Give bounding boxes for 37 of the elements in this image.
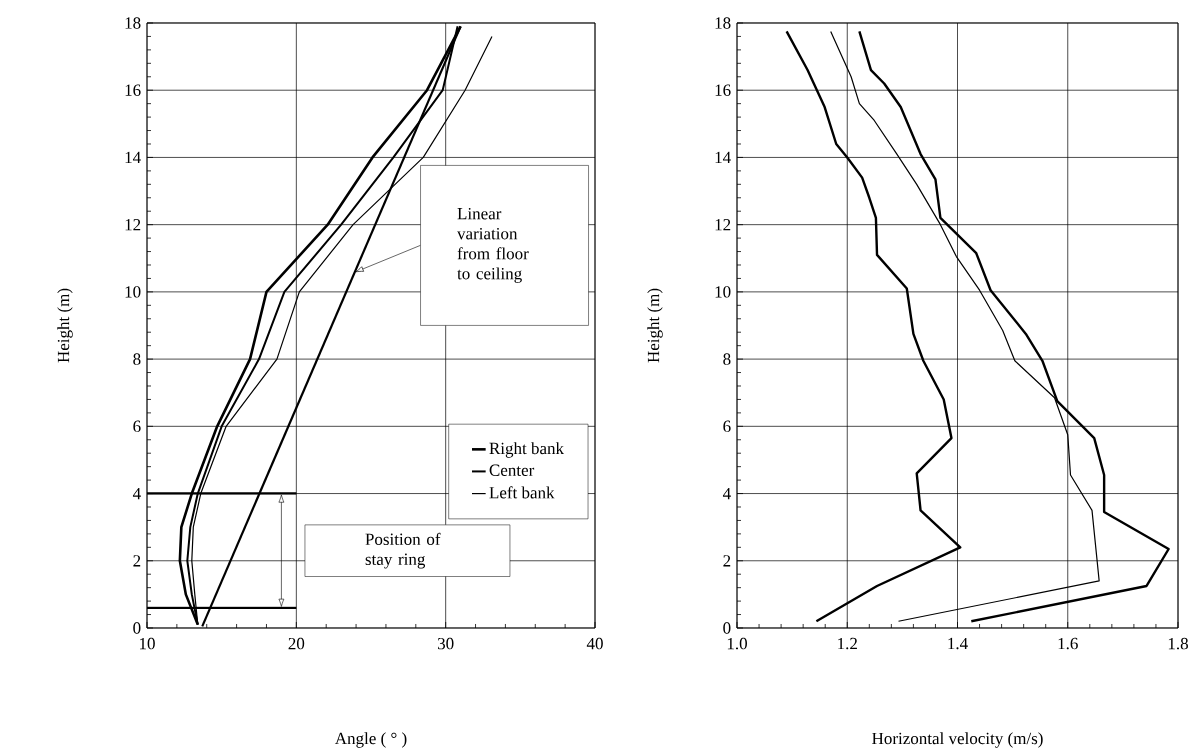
y-tick-label: 16: [125, 84, 141, 96]
y-tick-label: 4: [132, 487, 141, 499]
y-tick-label: 12: [715, 218, 731, 231]
y-axis-title: Height (m): [57, 288, 73, 363]
y-tick-label: 12: [125, 218, 141, 231]
y-tick-label: 10: [715, 285, 731, 298]
x-axis-title: Horizontal velocity (m/s): [872, 732, 1043, 748]
y-tick-label: 18: [125, 17, 141, 29]
y-tick-label: 6: [723, 420, 731, 432]
x-tick-label: 1.6: [1058, 637, 1078, 650]
x-tick-label: 1.0: [727, 637, 747, 650]
y-tick-label: 14: [125, 151, 141, 163]
x-tick-label: 30: [437, 637, 454, 650]
annotation: Position of stay ring: [365, 532, 441, 569]
x-tick-label: 1.8: [1168, 637, 1188, 650]
x-tick-label: 40: [586, 637, 603, 650]
y-tick-label: 2: [723, 554, 731, 567]
legend-label: Center: [489, 464, 535, 476]
y-axis-title: Height (m): [647, 288, 663, 363]
y-tick-label: 10: [125, 285, 141, 298]
y-tick-label: 2: [133, 554, 141, 567]
x-tick-label: 1.2: [838, 637, 857, 650]
y-tick-label: 4: [722, 487, 731, 499]
x-axis-title: Angle ( ° ): [334, 732, 407, 748]
x-tick-label: 20: [288, 637, 305, 650]
y-tick-label: 8: [133, 353, 141, 365]
y-tick-label: 0: [723, 622, 731, 634]
legend-label: Left bank: [489, 486, 555, 499]
x-tick-label: 1.4: [948, 637, 968, 650]
y-tick-label: 14: [715, 151, 731, 163]
y-tick-label: 8: [723, 353, 731, 365]
annotation: Linear variation from floor to ceiling: [457, 207, 529, 283]
y-tick-label: 0: [133, 622, 141, 634]
y-tick-label: 6: [133, 420, 141, 432]
legend-label: Right bank: [489, 441, 565, 458]
y-tick-label: 18: [715, 17, 731, 29]
y-tick-label: 16: [715, 84, 731, 96]
